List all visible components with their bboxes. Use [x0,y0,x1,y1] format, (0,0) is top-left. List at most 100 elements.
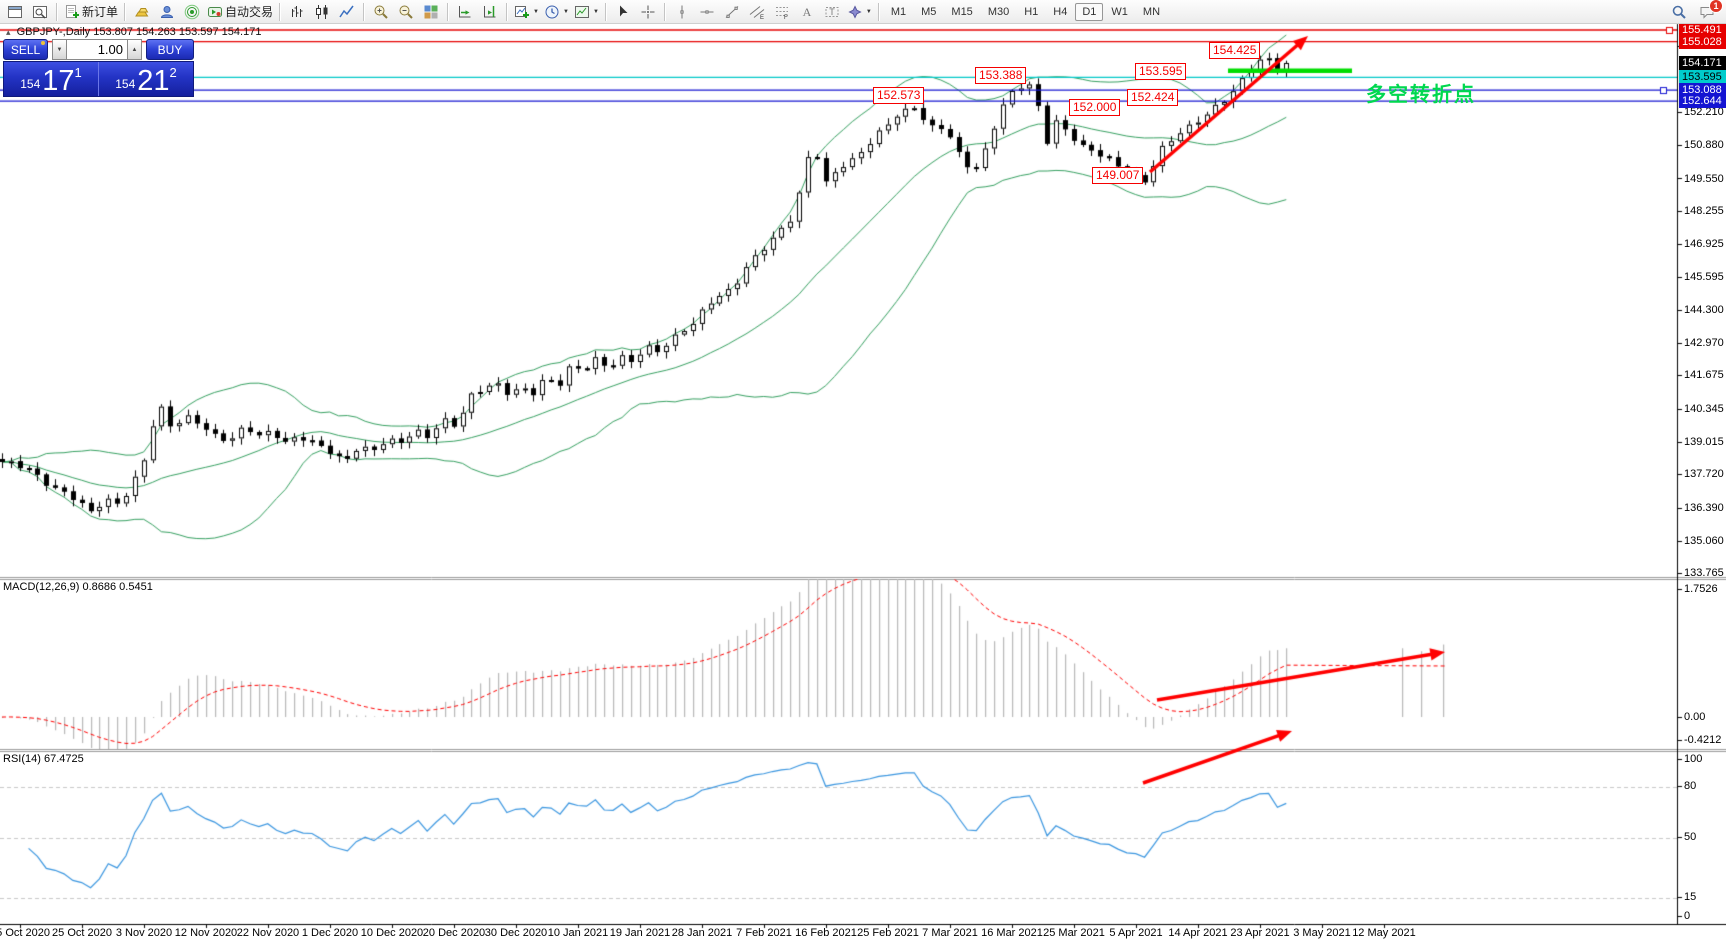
timeframe-h4-button[interactable]: H4 [1053,5,1068,18]
chart-annotation-text[interactable]: 多空转折点 [1366,84,1476,106]
shapes-button[interactable]: ▼ [845,2,874,22]
price-callout[interactable]: 153.595 [1135,63,1187,80]
volume-down-button[interactable]: ▼ [52,39,67,60]
date-label: 25 Oct 2020 [52,927,112,939]
timeframe-m5-button[interactable]: M5 [921,5,937,18]
volume-input[interactable] [67,39,127,60]
window-button[interactable] [3,2,27,22]
contacts-icon [159,4,175,20]
toolbar-separator [506,2,509,21]
buy-price[interactable]: 154 21 2 [98,62,193,96]
candles-icon [314,4,330,20]
chevron-down-icon: ▼ [562,8,569,15]
timeframe-m30-button[interactable]: M30 [987,5,1010,18]
toolbar: 新订单 自动交易 ▼ ▼ ▼ E F A T ▼ M1 M5 M15 M30 H1 H4 D1 W1 MN 1 [0,0,1726,24]
trendline-button[interactable] [720,2,744,22]
sell-price-big: 17 [42,65,75,97]
hline-button[interactable] [695,2,719,22]
timeframe-mn-button[interactable]: MN [1142,5,1161,18]
date-label: 25 Feb 2021 [857,927,919,939]
price-callout[interactable]: 152.573 [873,87,925,104]
channel-icon: E [749,4,765,20]
buy-button-label: BUY [157,42,183,57]
buy-button[interactable]: BUY [146,39,194,60]
bar-chart-button[interactable] [285,2,309,22]
timeframe-w1-button[interactable]: W1 [1111,5,1128,18]
autotrade-button[interactable]: 自动交易 [205,2,275,22]
date-label: 25 Mar 2021 [1043,927,1105,939]
date-label: 12 Nov 2020 [174,927,238,939]
window-zoom-button[interactable] [28,2,52,22]
price-callout[interactable]: 154.425 [1209,42,1261,59]
price-axis-label: 135.060 [1684,534,1724,547]
vline-button[interactable] [670,2,694,22]
label-button[interactable]: T [820,2,844,22]
price-callout[interactable]: 149.007 [1092,167,1144,184]
gold-button[interactable] [130,2,154,22]
date-label: 5 Apr 2021 [1109,927,1163,939]
chevron-down-icon: ▼ [533,8,539,15]
price-callout[interactable]: 152.000 [1069,99,1121,116]
collapse-icon[interactable]: ▴ [6,27,11,37]
signals-button[interactable] [180,2,204,22]
toolbar-button-label: 自动交易 [225,5,274,19]
sell-price-sup: 1 [74,65,82,80]
new-order-button[interactable]: 新订单 [62,2,120,22]
price-axis-label: 141.675 [1684,369,1724,382]
hline-icon [699,4,715,20]
fibo-button[interactable]: F [770,2,794,22]
timeframe-h1-button[interactable]: H1 [1024,5,1039,18]
zoom-out-button[interactable] [394,2,418,22]
price-tag: 152.644 [1679,94,1726,109]
chart-shift-button[interactable] [478,2,502,22]
line-chart-button[interactable] [335,2,359,22]
timeframe-m1-button[interactable]: M1 [890,5,907,18]
price-callout[interactable]: 152.424 [1127,89,1179,106]
zoom-in-button[interactable] [369,2,393,22]
sell-price[interactable]: 154 17 1 [4,62,98,96]
trendline-icon [724,4,740,20]
contacts-button[interactable] [155,2,179,22]
auto-scroll-button[interactable] [453,2,477,22]
channel-button[interactable]: E [745,2,769,22]
toolbar-separator [363,2,366,21]
timeframe-m15-button[interactable]: M15 [951,5,973,18]
date-label: 16 Mar 2021 [981,927,1043,939]
chart-title-symbol: GBPJPY-,Daily [16,26,91,38]
price-axis-label: 144.300 [1684,303,1724,316]
price-axis-label: 133.765 [1684,567,1724,580]
sell-button[interactable]: SELL [3,39,48,60]
tile-windows-button[interactable] [419,2,443,22]
search-button[interactable] [1667,2,1691,22]
chevron-down-icon: ▼ [865,8,872,15]
periods-icon [544,4,560,20]
volume-up-button[interactable]: ▲ [127,39,142,60]
shapes-icon [847,4,863,20]
templates-button[interactable]: ▼ [572,2,601,22]
macd-axis-label: -0.4212 [1684,734,1722,746]
crosshair-button[interactable] [636,2,660,22]
date-label: 1 Dec 2020 [301,927,359,939]
price-axis-label: 148.255 [1684,204,1724,217]
periods-button[interactable]: ▼ [542,2,571,22]
cursor-icon [615,4,631,20]
toolbar-separator [447,2,450,21]
date-label: 16 Feb 2021 [795,927,857,939]
date-label: 30 Dec 2020 [484,927,548,939]
price-axis-label: 152.210 [1684,106,1724,118]
candles-button[interactable] [310,2,334,22]
date-label: 19 Jan 2021 [609,927,671,939]
price-callout[interactable]: 153.388 [975,67,1027,84]
chat-button[interactable]: 1 [1695,0,1723,22]
zoom-in-icon [373,4,389,20]
date-label: 7 Feb 2021 [736,927,792,939]
price-axis-label: 140.345 [1684,402,1724,415]
text-button[interactable]: A [795,2,819,22]
price-axis-label: 136.390 [1684,501,1724,514]
timeframe-d1-button[interactable]: D1 [1075,2,1104,21]
rsi-axis-label: 0 [1684,910,1691,922]
new-chart-button[interactable]: ▼ [512,2,541,22]
cursor-button[interactable] [611,2,635,22]
date-label: 23 Apr 2021 [1230,927,1290,939]
